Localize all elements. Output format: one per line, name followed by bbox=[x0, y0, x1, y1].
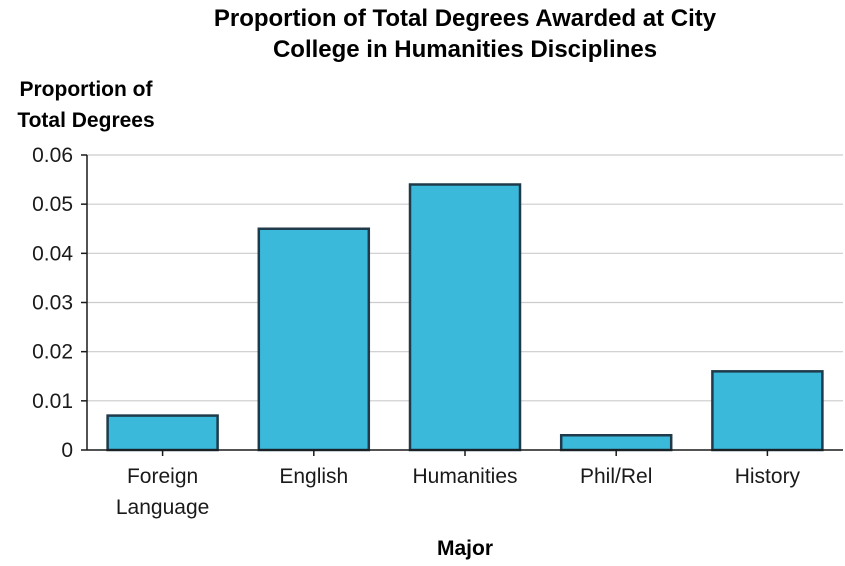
y-tick-label: 0.02 bbox=[32, 341, 73, 364]
x-tick-label: History bbox=[735, 465, 801, 488]
y-tick-label: 0.03 bbox=[32, 292, 73, 315]
y-tick-label: 0.06 bbox=[32, 144, 73, 167]
y-tick-labels: 0 0.01 0.02 0.03 0.04 0.05 0.06 bbox=[32, 144, 73, 462]
bar bbox=[408, 183, 522, 452]
chart-title-line-1: Proportion of Total Degrees Awarded at C… bbox=[214, 5, 717, 32]
x-tick-labels: Foreign Language English Humanities Phil/Rel… bbox=[116, 450, 801, 519]
y-tick-label: 0.01 bbox=[32, 390, 73, 413]
y-tick-label: 0 bbox=[61, 439, 73, 462]
x-tick-label: Humanities bbox=[412, 465, 517, 488]
x-tick-label: Phil/Rel bbox=[580, 465, 652, 488]
y-tick-label: 0.04 bbox=[32, 242, 73, 265]
y-axis-label-line-1: Proportion of bbox=[20, 78, 154, 101]
bar bbox=[711, 370, 824, 452]
bar bbox=[257, 227, 371, 452]
y-axis-label-line-2: Total Degrees bbox=[17, 109, 154, 132]
x-axis-label: Major bbox=[437, 537, 493, 560]
chart-title-line-2: College in Humanities Disciplines bbox=[273, 36, 657, 63]
y-tick-label: 0.05 bbox=[32, 193, 73, 216]
bar bbox=[106, 414, 219, 452]
bars bbox=[106, 183, 824, 452]
x-tick-label: English bbox=[279, 465, 348, 488]
x-tick-label: Language bbox=[116, 496, 209, 519]
bar bbox=[559, 434, 673, 452]
x-tick-label: Foreign bbox=[127, 465, 198, 488]
